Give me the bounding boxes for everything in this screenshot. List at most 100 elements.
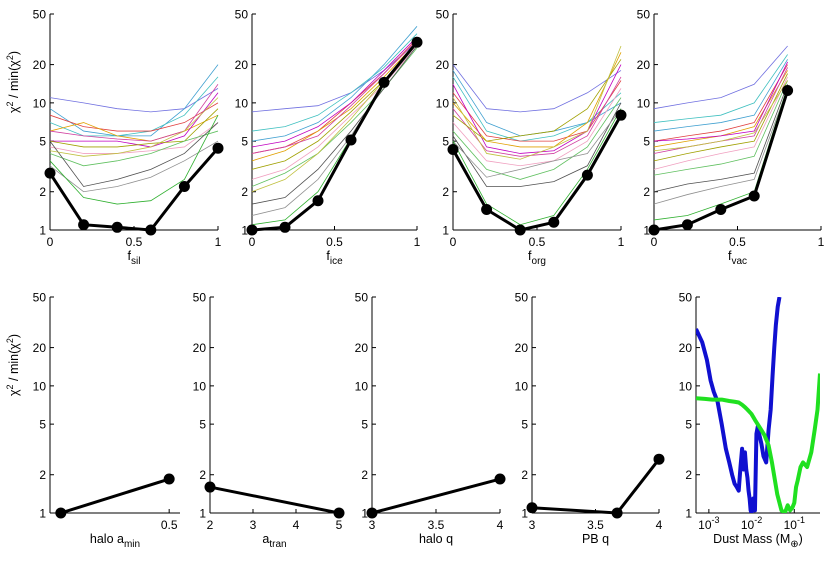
series-line-m7	[653, 67, 788, 154]
y-tick-label: 10	[193, 379, 207, 393]
series-line-m13	[452, 108, 622, 226]
best-fit-point	[312, 195, 324, 207]
series-line-m6	[251, 36, 418, 148]
best-fit-line	[209, 485, 340, 515]
panel-fice: 1 2 5 10 20 50 0 0.5 1 fice	[235, 8, 423, 267]
series-line-m8	[452, 59, 622, 142]
y-tick-label: 20	[436, 58, 450, 72]
x-tick-label: 3	[369, 518, 376, 532]
series-line-m12	[452, 108, 622, 178]
series-line-m14	[452, 45, 622, 160]
x-tick-label: 1	[618, 235, 625, 249]
x-tick-label: 1	[414, 235, 421, 249]
series-line-m12	[49, 140, 219, 193]
y-tick-label: 2	[442, 185, 449, 199]
y-tick-label: 50	[193, 291, 207, 305]
best-fit-point	[514, 224, 526, 236]
best-fit-point	[611, 507, 623, 519]
series-line-m2	[251, 26, 418, 142]
best-fit-point	[782, 85, 794, 97]
y-tick-label: 1	[442, 224, 449, 238]
x-axis-label: atran	[262, 532, 286, 550]
y-tick-label: 20	[515, 341, 529, 355]
x-tick-label: 0.5	[729, 235, 746, 249]
y-tick-label: 5	[361, 418, 368, 432]
x-axis-label: fice	[326, 249, 343, 267]
y-tick-label: 5	[521, 418, 528, 432]
y-tick-label: 2	[643, 185, 650, 199]
series-line-m3	[653, 54, 788, 123]
best-fit-point	[411, 36, 423, 48]
y-tick-label: 20	[637, 58, 651, 72]
series-line-m10	[49, 130, 219, 167]
series-line-m1	[251, 41, 418, 113]
series-line-m9	[653, 76, 788, 170]
y-tick-label: 50	[33, 291, 47, 305]
y-tick-label: 1	[643, 224, 650, 238]
best-fit-point	[333, 507, 345, 519]
y-tick-label: 5	[39, 418, 46, 432]
x-axis-label: halo q	[419, 532, 453, 546]
series-line-m8	[653, 73, 788, 162]
x-axis-label: halo amin	[90, 532, 140, 550]
x-axis-label: forg	[528, 249, 546, 267]
best-fit-point	[178, 180, 190, 192]
best-fit-point	[378, 76, 390, 88]
y-tick-label: 10	[235, 96, 249, 110]
best-fit-point	[246, 224, 258, 236]
series-line-m9	[251, 45, 418, 180]
series-line-m14	[49, 97, 219, 157]
x-tick-label: 0	[47, 235, 54, 249]
series-line-m3	[251, 33, 418, 132]
y-tick-label: 10	[355, 379, 369, 393]
series-line-m9	[452, 88, 622, 167]
x-axis-label: fsil	[128, 249, 141, 267]
y-tick-label: 1	[39, 224, 46, 238]
best-fit-line	[531, 458, 661, 515]
y-tick-label: 20	[679, 341, 693, 355]
best-fit-point	[145, 224, 157, 236]
best-fit-point	[648, 224, 660, 236]
best-fit-point	[447, 143, 459, 155]
x-tick-label: 4	[656, 518, 663, 532]
y-tick-label: 50	[33, 8, 47, 22]
y-tick-label: 2	[521, 468, 528, 482]
x-tick-label: 4	[497, 518, 504, 532]
y-tick-label: 1	[199, 507, 206, 521]
y-tick-label: 50	[235, 8, 249, 22]
y-tick-label: 2	[685, 468, 692, 482]
x-tick-label: 3	[250, 518, 257, 532]
y-tick-label: 20	[33, 341, 47, 355]
x-tick-label: 4	[293, 518, 300, 532]
best-fit-line	[371, 477, 501, 515]
y-tick-label: 1	[39, 507, 46, 521]
y-tick-label: 5	[39, 135, 46, 149]
best-fit-point	[526, 502, 538, 514]
panel-halo_amin: 1 2 5 10 20 50 0.5 halo amin χ2 / min(χ2)	[5, 291, 180, 550]
y-tick-label: 10	[436, 96, 450, 110]
best-fit-line	[60, 477, 170, 515]
best-fit-point	[653, 453, 665, 465]
series-line-m5	[452, 52, 622, 148]
y-tick-label: 2	[241, 185, 248, 199]
y-tick-label: 10	[515, 379, 529, 393]
series-line-m4	[49, 102, 219, 132]
y-tick-label: 5	[643, 135, 650, 149]
y-tick-label: 1	[685, 507, 692, 521]
best-fit-point	[212, 142, 224, 154]
best-fit-point	[111, 221, 123, 233]
y-tick-label: 10	[33, 96, 47, 110]
panel-pbq: 1 2 5 10 20 50 3 3.5 4 PB q	[515, 291, 665, 546]
series-line-m5	[251, 41, 418, 162]
y-tick-label: 50	[515, 291, 529, 305]
best-fit-point	[615, 109, 627, 121]
x-tick-label: 1	[818, 235, 825, 249]
y-tick-label: 1	[361, 507, 368, 521]
y-tick-label: 2	[199, 468, 206, 482]
series-line-m1	[653, 45, 788, 110]
x-tick-label: 10-2	[741, 515, 762, 532]
series-line-blue	[696, 297, 782, 513]
series-line-m9	[49, 122, 219, 154]
y-tick-label: 50	[637, 8, 651, 22]
